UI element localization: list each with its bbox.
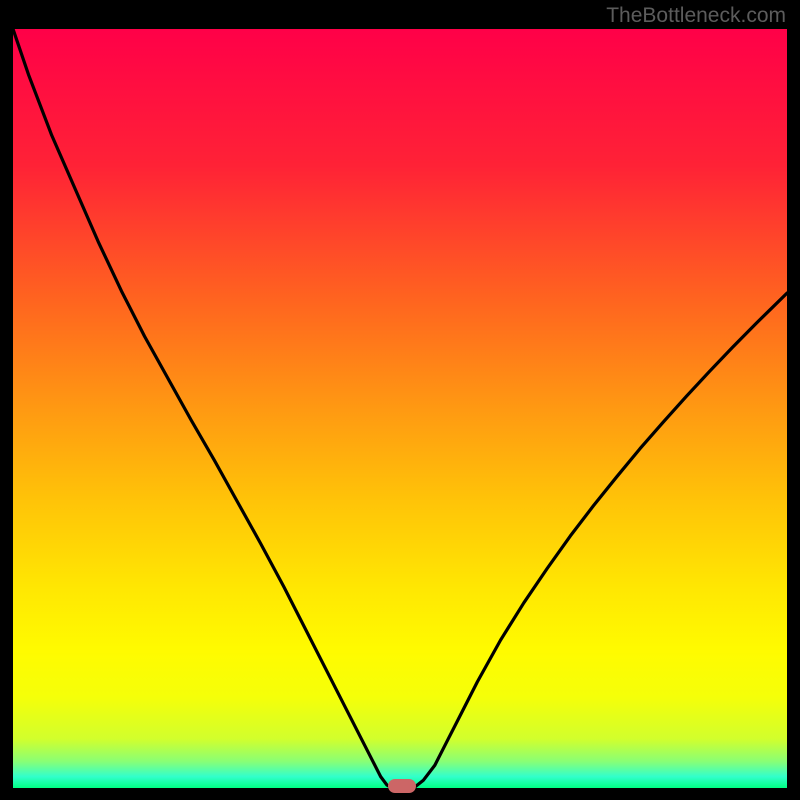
optimal-point-marker — [388, 779, 416, 793]
chart-frame: TheBottleneck.com — [0, 0, 800, 800]
gradient-background — [13, 29, 787, 788]
watermark-text: TheBottleneck.com — [606, 4, 786, 28]
plot-area — [13, 29, 787, 788]
